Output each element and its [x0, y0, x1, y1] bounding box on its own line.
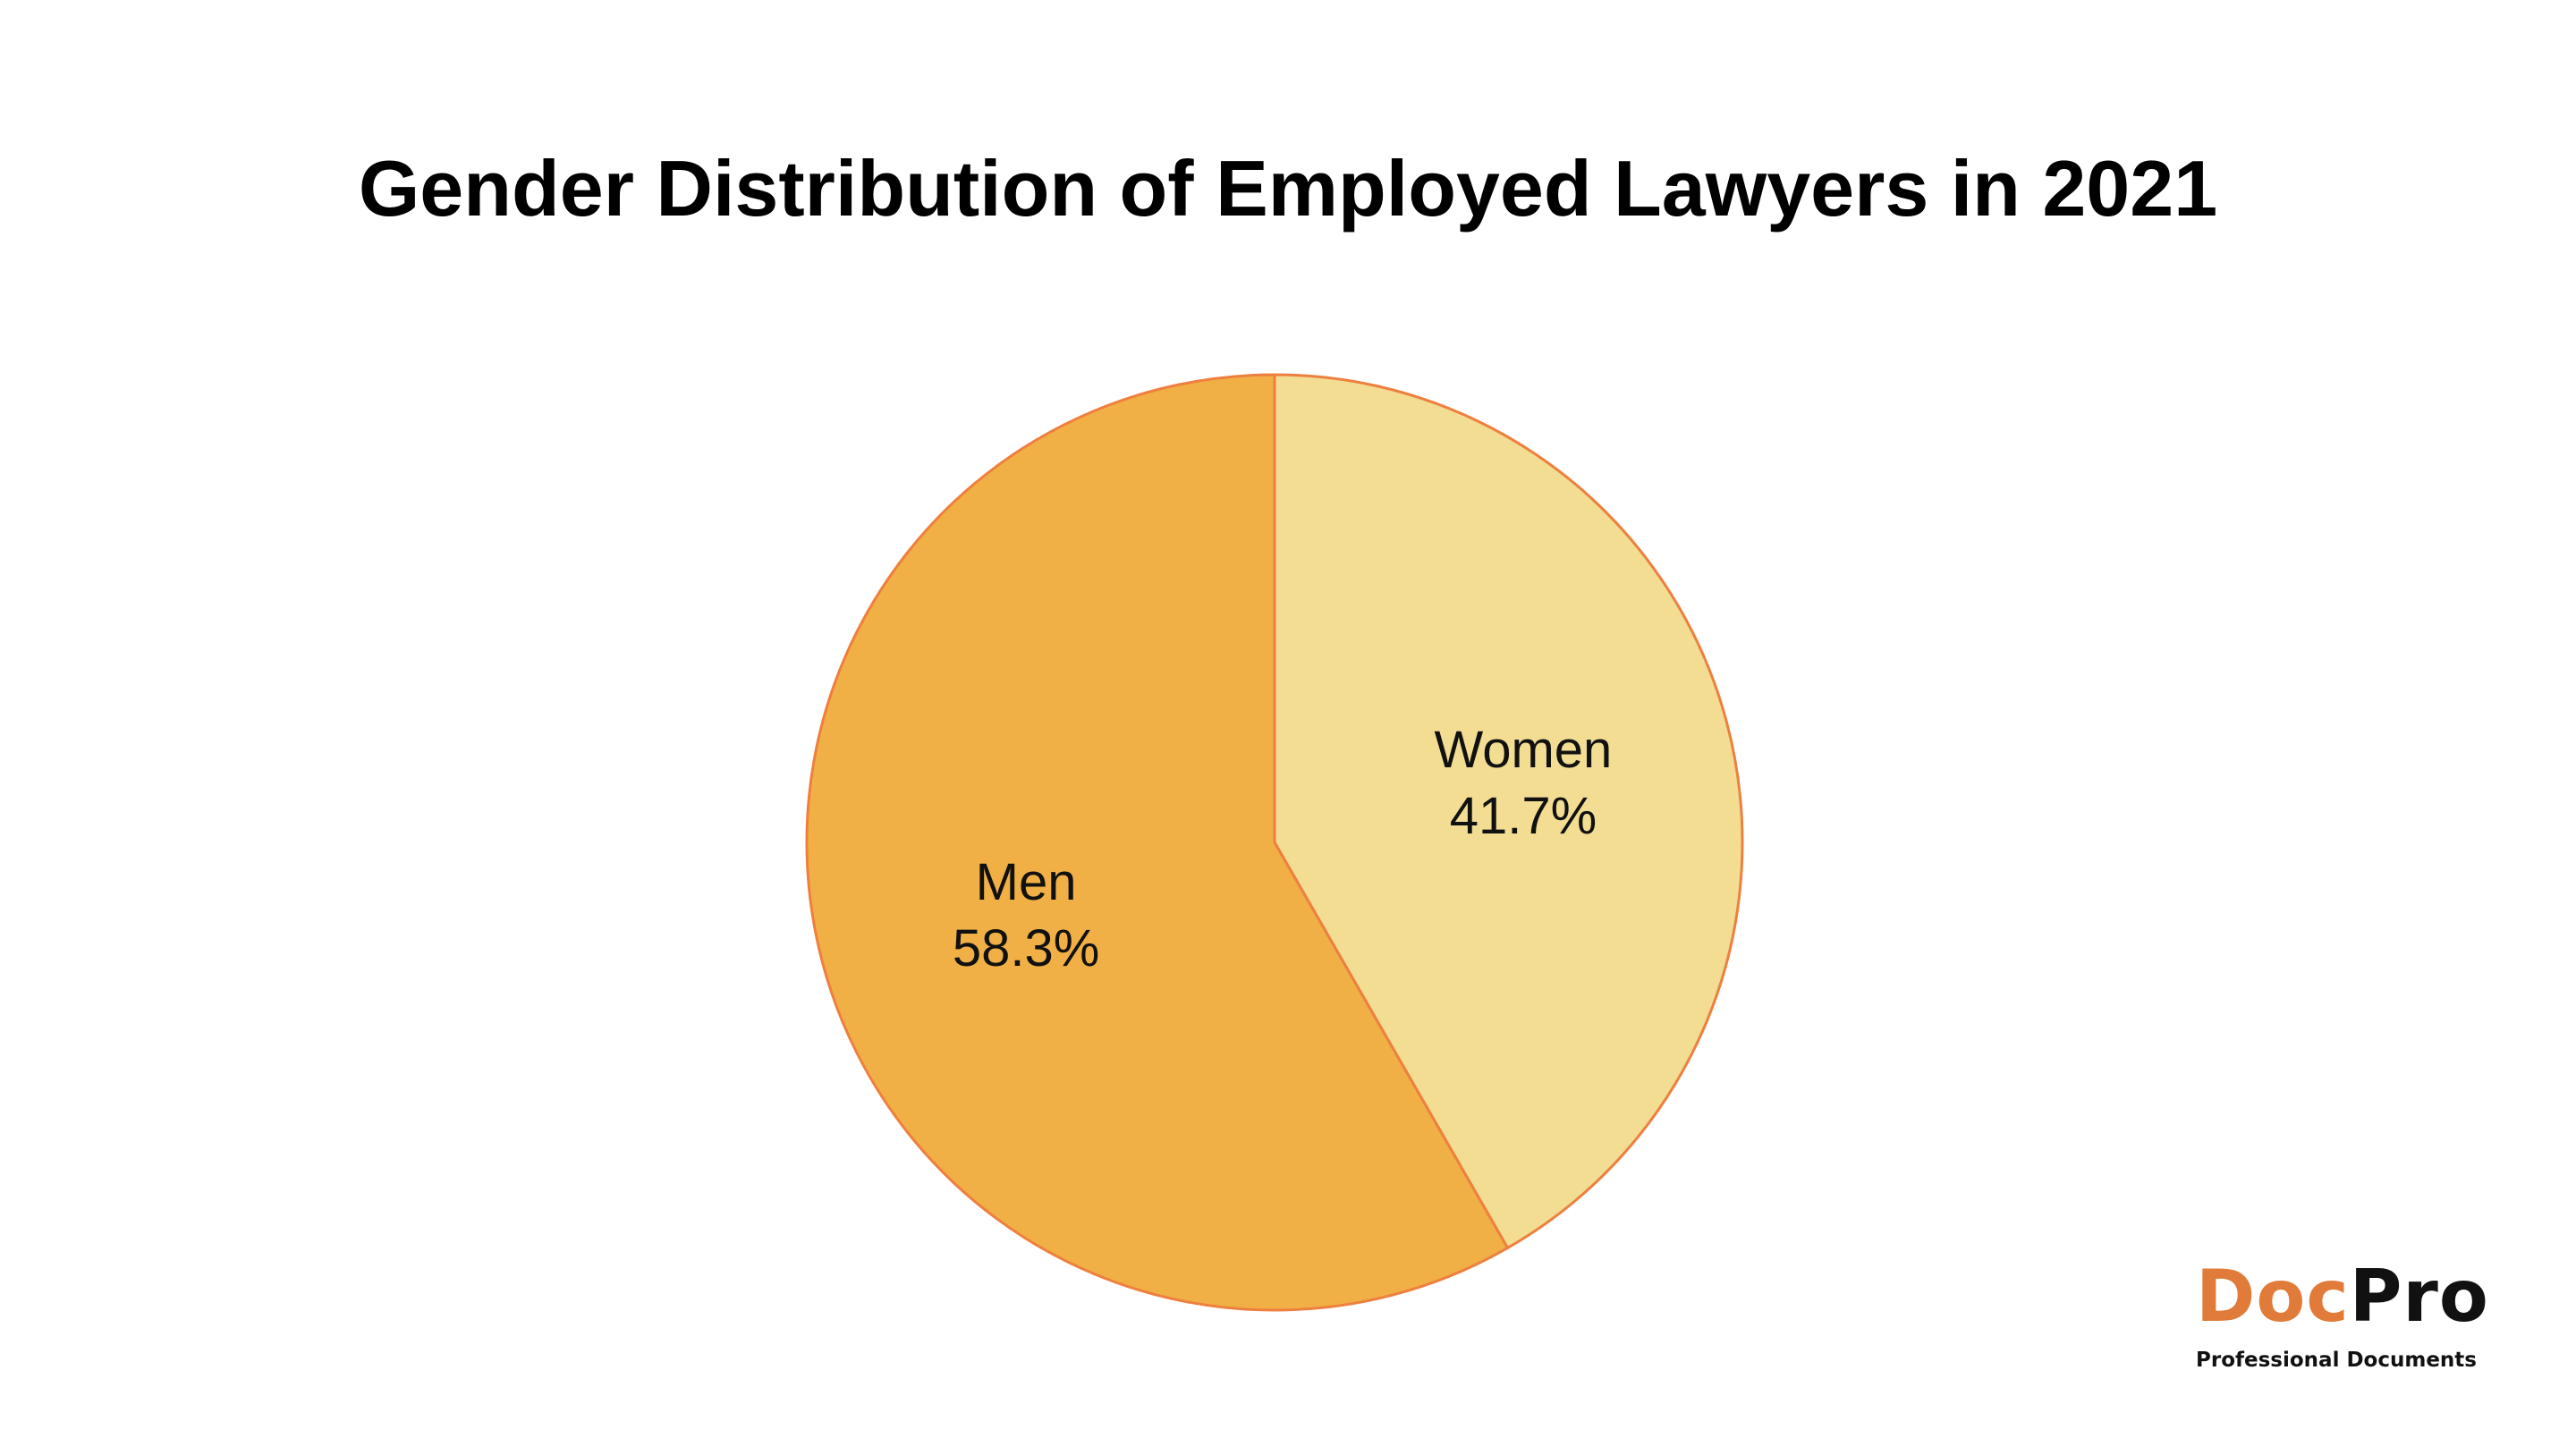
slice-category-label-women: Women	[1435, 721, 1613, 779]
brand-name-doc: Doc	[2196, 1255, 2350, 1338]
docpro-logo: DocPro Professional Documents	[2196, 1261, 2536, 1373]
brand-name-pro: Pro	[2349, 1255, 2489, 1338]
pie-labels: Women 41.7% Men 58.3%	[953, 721, 1612, 977]
slice-value-label-women: 41.7%	[1450, 787, 1597, 845]
brand-tagline: Professional Documents	[2196, 1349, 2477, 1372]
slice-value-label-men: 58.3%	[953, 919, 1099, 977]
chart-title: Gender Distribution of Employed Lawyers …	[358, 144, 2218, 233]
pie-slice-women	[1273, 373, 1744, 1249]
pie-slice-men	[805, 373, 1510, 1312]
docpro-wordmark: DocPro	[2196, 1261, 2536, 1332]
pie-slices	[805, 373, 1744, 1312]
slice-category-label-men: Men	[976, 853, 1077, 911]
